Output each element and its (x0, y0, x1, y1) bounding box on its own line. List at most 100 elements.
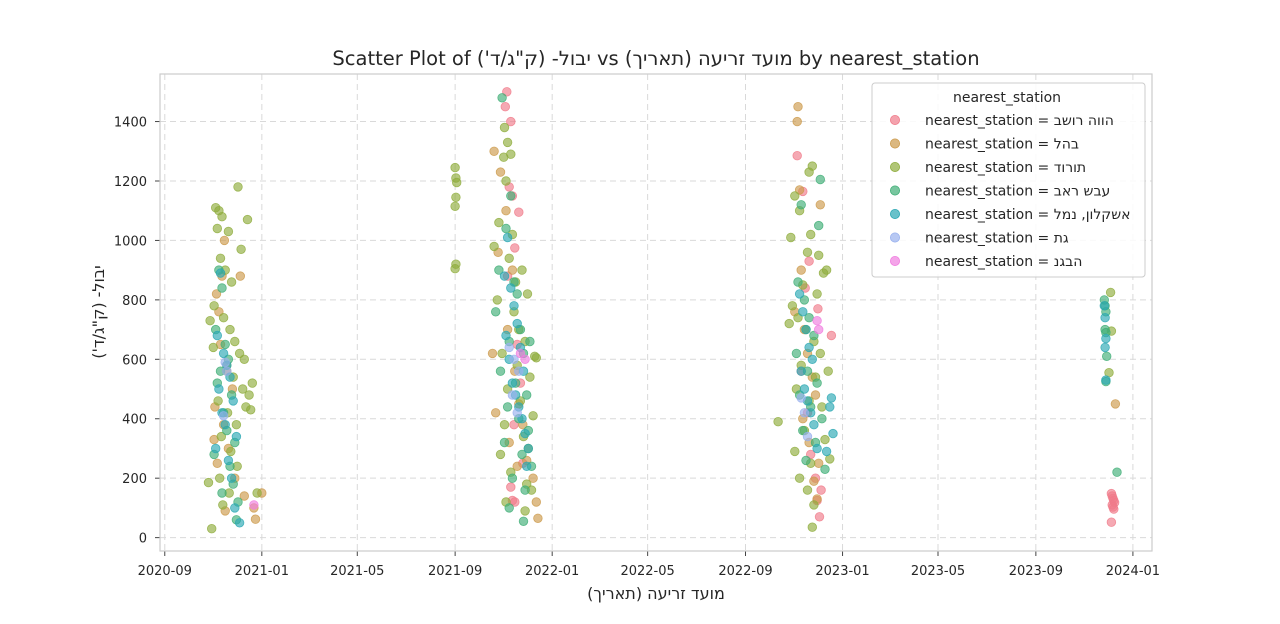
data-point (528, 411, 538, 421)
data-point (495, 366, 506, 376)
data-point (218, 500, 228, 510)
data-point (249, 500, 259, 510)
legend-title: nearest_station (953, 90, 1061, 106)
legend-entries: nearest_station = הווה רושב nearest_stati… (890, 113, 1131, 270)
data-point (507, 378, 518, 388)
data-point (531, 353, 542, 363)
data-point (825, 402, 835, 412)
grid-lines (160, 74, 1152, 551)
data-point (802, 431, 813, 442)
data-point (231, 420, 242, 430)
data-point (203, 477, 214, 488)
data-point (817, 402, 827, 412)
data-point (826, 330, 837, 341)
data-point (502, 137, 513, 148)
data-point (522, 461, 532, 472)
data-point (504, 342, 514, 353)
data-point (525, 372, 535, 382)
data-point (228, 396, 238, 406)
data-point (815, 348, 826, 359)
y-axis-label: יבול- (ק"ג/ד') (89, 265, 108, 358)
data-point (510, 243, 520, 253)
data-point (802, 485, 813, 495)
data-point (506, 191, 516, 201)
data-point (501, 330, 511, 341)
legend-entry-label: nearest_station = אשקלון, נמל (925, 207, 1131, 223)
data-point (794, 473, 805, 483)
data-point (812, 443, 822, 454)
data-point (509, 354, 519, 365)
data-point (504, 503, 514, 513)
data-point (816, 485, 826, 495)
data-point (809, 500, 819, 510)
legend-entry-label: nearest_station = בהל (925, 137, 1079, 153)
data-point (509, 301, 519, 311)
data-point (814, 250, 824, 261)
legend: nearest_station nearest_station = הווה ר… (871, 82, 1146, 278)
data-point (220, 339, 230, 350)
data-point (211, 289, 222, 299)
data-point (810, 390, 821, 400)
data-point (801, 455, 811, 466)
data-point (230, 336, 240, 347)
data-point (210, 443, 221, 454)
data-point (212, 458, 223, 469)
data-point (787, 301, 798, 311)
legend-marker (890, 115, 901, 126)
data-point (517, 449, 527, 460)
data-point (208, 342, 219, 353)
data-point (820, 434, 830, 445)
data-point (495, 449, 506, 460)
data-point (495, 167, 506, 177)
data-point (1101, 333, 1111, 344)
data-point (517, 265, 527, 275)
data-point (809, 420, 819, 430)
data-point (226, 446, 236, 457)
data-point (522, 390, 532, 400)
legend-entry-label: nearest_station = הווה רושב (925, 113, 1114, 129)
data-point (217, 283, 227, 293)
legend-box (871, 82, 1146, 278)
legend-marker (890, 161, 901, 172)
data-point (499, 271, 510, 281)
data-point (230, 503, 240, 513)
data-point (796, 200, 806, 210)
data-point (501, 223, 511, 234)
data-point (1100, 342, 1110, 353)
data-point (525, 336, 535, 347)
data-point (512, 408, 522, 418)
data-point (223, 455, 234, 466)
data-point (823, 366, 833, 376)
data-point (807, 522, 818, 532)
data-point (504, 253, 514, 263)
data-point (507, 473, 518, 483)
data-point (499, 437, 510, 448)
data-point (1109, 504, 1119, 514)
data-point (499, 122, 510, 133)
data-point (820, 464, 830, 475)
data-point (518, 516, 529, 527)
data-point (222, 366, 232, 376)
legend-marker (890, 208, 901, 219)
data-point (512, 289, 522, 299)
data-point (499, 420, 510, 430)
data-point (804, 167, 814, 177)
data-point (531, 497, 542, 507)
data-point (494, 217, 504, 228)
data-point (814, 220, 824, 231)
data-point (814, 324, 824, 335)
x-tick-label: 2021-09 (428, 564, 482, 579)
x-tick-label: 2022-05 (620, 564, 674, 579)
data-point (507, 265, 518, 275)
data-point (799, 408, 810, 418)
data-point (487, 348, 498, 359)
legend-entry-label: nearest_station = תורוד (925, 160, 1086, 176)
data-point (520, 354, 530, 365)
data-point (821, 265, 832, 275)
data-point (514, 207, 524, 217)
x-tick-label: 2021-05 (330, 564, 384, 579)
data-point (807, 354, 818, 365)
data-point (250, 514, 261, 524)
data-point (792, 116, 802, 127)
